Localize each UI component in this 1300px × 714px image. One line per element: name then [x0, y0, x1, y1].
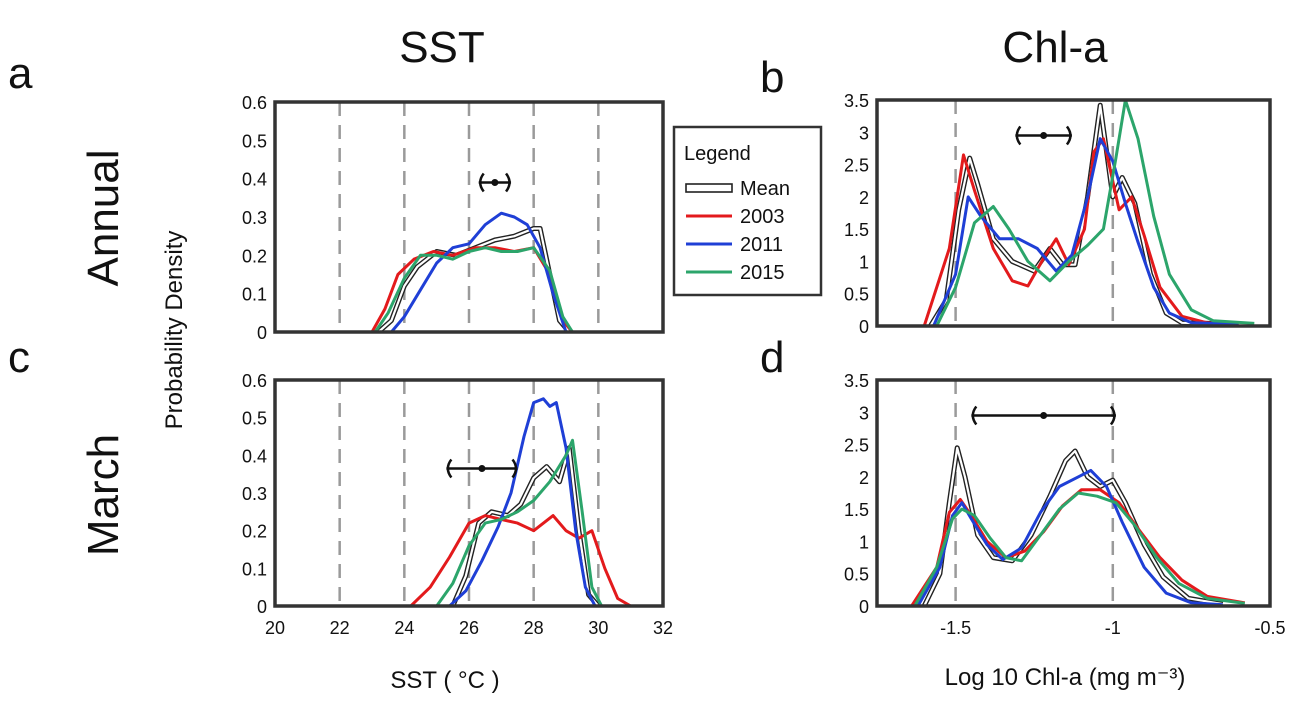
series-group	[370, 211, 574, 332]
legend-entry-2015: 2015	[686, 262, 785, 284]
panel-letter-c: c	[8, 333, 30, 382]
legend-swatch	[685, 183, 733, 193]
series-line-mean-inner	[929, 104, 1239, 326]
y-tick-label: 1	[859, 532, 869, 552]
plot-frame	[875, 378, 1272, 608]
y-tick-label: 0.1	[242, 559, 267, 579]
series-line-mean-inner	[377, 227, 571, 332]
legend-label: 2003	[740, 206, 785, 228]
panel-b: 0 0.5 1 1.5 2 2.5 3 3.5	[844, 91, 1272, 337]
panels: 00.10.20.30.40.50.600.511.522.533.500.10…	[242, 91, 1286, 638]
y-tick-label: 0.5	[242, 409, 267, 429]
series-line-mean-inner	[923, 446, 1223, 606]
plot-frame	[273, 100, 665, 334]
x-tick-label: 28	[524, 618, 544, 638]
errorbar	[1015, 125, 1072, 146]
series-line-2015	[435, 438, 603, 606]
y-tick-label: 0	[257, 597, 267, 617]
series-line-2011	[448, 397, 597, 606]
series-line-2011	[916, 468, 1223, 606]
y-tick-label: 1.5	[844, 220, 869, 240]
row-label-annual: Annual	[79, 149, 128, 286]
panel-a: 0 0.1 0.2 0.3 0.4 0.5 0.6	[242, 93, 665, 343]
y-tick-label: 0.5	[242, 131, 267, 151]
y-tick-label: 3	[859, 403, 869, 423]
series-line-mean-inner	[451, 446, 600, 606]
x-tick-label: 20	[265, 618, 285, 638]
legend: Legend Mean 2003 2011 2015	[672, 125, 823, 297]
series-group	[409, 397, 632, 606]
panel-letter-b: b	[760, 53, 784, 102]
y-tick-label: 2	[859, 188, 869, 208]
x-tick-label: 24	[394, 618, 414, 638]
series-line-2015	[935, 100, 1255, 326]
legend-title: Legend	[684, 143, 751, 165]
y-tick-label: 0.3	[242, 208, 267, 228]
panel-c: 0 0.1 0.2 0.3 0.4 0.5 0.6 20 22 24 26 28 30 32	[242, 371, 673, 638]
y-tick-label: 0.4	[242, 446, 267, 466]
y-tick-label: 0	[859, 597, 869, 617]
y-tick-label: 0.2	[242, 246, 267, 266]
y-tick-label: 0.3	[242, 484, 267, 504]
y-tick-label: 0.6	[242, 93, 267, 113]
y-tick-label: 0.4	[242, 170, 267, 190]
x-tick-label: 30	[588, 618, 608, 638]
legend-label: Mean	[740, 178, 790, 200]
series-line-2003	[910, 488, 1246, 606]
errorbar	[446, 458, 518, 479]
x-tick-label: -1	[1105, 618, 1121, 638]
plot-frame	[273, 378, 665, 608]
legend-label: 2015	[740, 262, 785, 284]
x-tick-label: -0.5	[1254, 618, 1285, 638]
series-line-2011	[390, 211, 568, 332]
y-tick-label: 2.5	[844, 156, 869, 176]
y-tick-label: 0	[859, 317, 869, 337]
x-tick-label: 26	[459, 618, 479, 638]
x-tick-label: 32	[653, 618, 673, 638]
legend-entry-2003: 2003	[686, 206, 785, 228]
series-line-2011	[932, 137, 1239, 326]
y-tick-label: 2.5	[844, 436, 869, 456]
errorbar	[971, 405, 1116, 426]
y-tick-label: 0.1	[242, 285, 267, 305]
y-tick-label: 0.5	[844, 565, 869, 585]
y-tick-label: 0.2	[242, 522, 267, 542]
column-title-chl: Chl-a	[1002, 23, 1108, 72]
row-label-march: March	[79, 434, 128, 556]
series-line-2015	[373, 246, 574, 332]
y-tick-label: 1	[859, 252, 869, 272]
legend-entries: Mean 2003 2011 2015	[685, 178, 790, 284]
series-line-2003	[409, 514, 632, 606]
xlabel-chl: Log 10 Chl-a (mg m⁻³)	[945, 664, 1186, 691]
y-tick-label: 3	[859, 123, 869, 143]
legend-entry-2011: 2011	[686, 234, 783, 256]
x-tick-label: -1.5	[940, 618, 971, 638]
plot-frame	[875, 98, 1272, 328]
panel-letter-d: d	[760, 333, 784, 382]
y-tick-label: 1.5	[844, 500, 869, 520]
y-tick-label: 3.5	[844, 371, 869, 391]
y-tick-label: 2	[859, 468, 869, 488]
y-tick-label: 3.5	[844, 91, 869, 111]
series-line-2015	[913, 491, 1246, 606]
series-group	[910, 445, 1246, 606]
panel-d: 0 0.5 1 1.5 2 2.5 3 3.5 -1.5 -1 -0.5	[844, 371, 1286, 638]
y-tick-label: 0.6	[242, 371, 267, 391]
errorbar	[478, 172, 512, 193]
legend-box	[672, 125, 823, 297]
y-tick-label: 0	[257, 323, 267, 343]
panel-letter-a: a	[8, 49, 33, 98]
ylabel-probability-density: Probability Density	[161, 231, 188, 430]
y-tick-label: 0.5	[844, 285, 869, 305]
legend-label: 2011	[740, 234, 783, 256]
xlabel-sst: SST ( °C )	[390, 667, 499, 694]
x-tick-label: 22	[330, 618, 350, 638]
series-group	[922, 100, 1255, 326]
column-title-sst: SST	[399, 23, 485, 72]
legend-entry-mean: Mean	[685, 178, 790, 200]
series-line-2003	[922, 137, 1239, 326]
